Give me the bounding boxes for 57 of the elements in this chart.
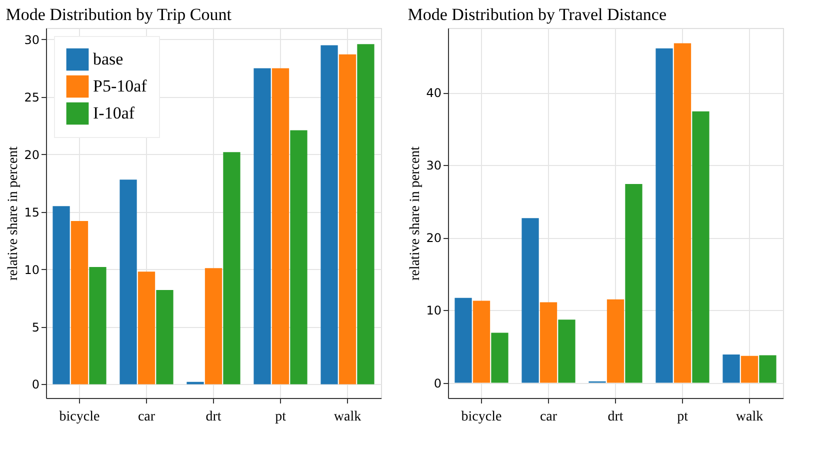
- bar: [272, 68, 290, 384]
- chart-title: Mode Distribution by Travel Distance: [408, 5, 666, 24]
- x-tick-label: pt: [677, 410, 688, 424]
- bar: [472, 300, 490, 383]
- bar: [320, 45, 338, 384]
- legend-label: I-10af: [93, 104, 135, 122]
- bar: [692, 111, 710, 383]
- bar: [491, 332, 508, 383]
- y-tick-label: 10: [426, 304, 442, 318]
- y-tick-label: 30: [426, 158, 442, 173]
- x-tick-label: drt: [608, 410, 624, 424]
- bar: [138, 272, 156, 384]
- y-axis-title: relative share in percent: [408, 146, 424, 281]
- x-tick-label: car: [540, 410, 558, 424]
- bar: [606, 299, 624, 383]
- y-tick-label: 0: [434, 376, 442, 390]
- chart-title: Mode Distribution by Trip Count: [6, 5, 232, 24]
- x-tick-label: drt: [206, 410, 222, 424]
- bar: [254, 68, 271, 384]
- bar: [540, 302, 558, 383]
- x-tick-label: walk: [736, 410, 764, 424]
- x-tick-label: bicycle: [461, 410, 502, 424]
- y-tick-label: 30: [24, 32, 40, 47]
- y-tick-label: 0: [32, 378, 40, 392]
- bar: [740, 356, 758, 383]
- y-tick-label: 20: [24, 148, 40, 162]
- legend-label: P5-10af: [93, 76, 148, 96]
- bar: [656, 48, 673, 383]
- bar: [52, 206, 70, 384]
- bar: [290, 130, 308, 384]
- bar: [522, 218, 539, 383]
- bar: [70, 221, 88, 384]
- x-tick-label: pt: [275, 410, 286, 424]
- y-tick-label: 5: [32, 320, 40, 334]
- y-tick-label: 15: [24, 205, 40, 220]
- bar: [454, 298, 472, 383]
- bar: [722, 354, 740, 383]
- bar: [625, 184, 642, 383]
- y-tick-label: 25: [24, 90, 40, 104]
- y-tick-label: 20: [426, 231, 442, 246]
- bar: [120, 180, 137, 384]
- legend-label: base: [93, 50, 124, 68]
- bar: [674, 43, 692, 383]
- bar: [759, 355, 776, 383]
- bar: [156, 290, 174, 384]
- y-tick-label: 40: [426, 86, 442, 100]
- bar: [357, 44, 374, 384]
- y-tick-label: 10: [24, 262, 40, 277]
- bar: [338, 54, 356, 384]
- bar: [89, 267, 106, 384]
- y-axis-title: relative share in percent: [6, 146, 22, 281]
- bar: [223, 152, 240, 384]
- bar: [558, 320, 576, 383]
- x-tick-label: walk: [334, 410, 362, 424]
- x-tick-label: car: [138, 410, 156, 424]
- x-tick-label: bicycle: [59, 410, 100, 424]
- bar: [204, 268, 222, 384]
